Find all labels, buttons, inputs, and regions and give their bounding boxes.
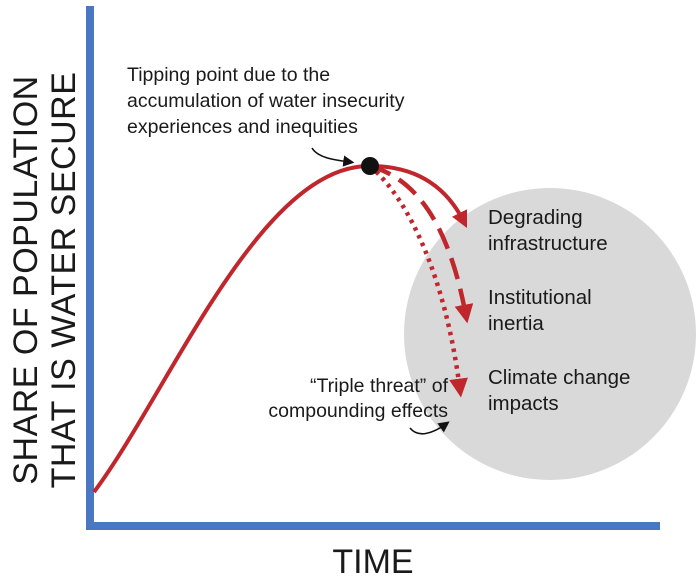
threat-institutional-line1: Institutional xyxy=(488,286,592,309)
tipping-point-annotation-line1: Tipping point due to the xyxy=(127,64,330,86)
tipping-point-annotation-line2: accumulation of water insecurity xyxy=(127,90,405,112)
tipping-point-annotation-line3: experiences and inequities xyxy=(127,116,358,138)
threat-institutional-line2: inertia xyxy=(488,312,544,335)
institutional-inertia-arrow xyxy=(369,163,474,324)
threat-degrading-line2: infrastructure xyxy=(488,232,608,255)
y-axis-label-line1: SHARE OF POPULATION xyxy=(7,75,45,484)
threat-climate-line1: Climate change xyxy=(488,366,630,389)
threat-climate-line2: impacts xyxy=(488,392,559,415)
degrading-infrastructure-arrow xyxy=(369,164,468,229)
tipping-point-pointer xyxy=(311,147,355,167)
threat-circle xyxy=(404,188,696,480)
y-axis-label-line2: THAT IS WATER SECURE xyxy=(45,72,83,489)
climate-change-arrow xyxy=(368,164,468,398)
triple-threat-annotation-line1: “Triple threat” of xyxy=(310,375,449,397)
threat-degrading-line1: Degrading xyxy=(488,206,583,229)
triple-threat-pointer xyxy=(409,421,450,435)
tipping-point-marker xyxy=(361,157,379,175)
triple-threat-annotation-line2: compounding effects xyxy=(268,400,448,422)
x-axis-label: TIME xyxy=(332,543,413,579)
security-curve xyxy=(92,163,371,494)
